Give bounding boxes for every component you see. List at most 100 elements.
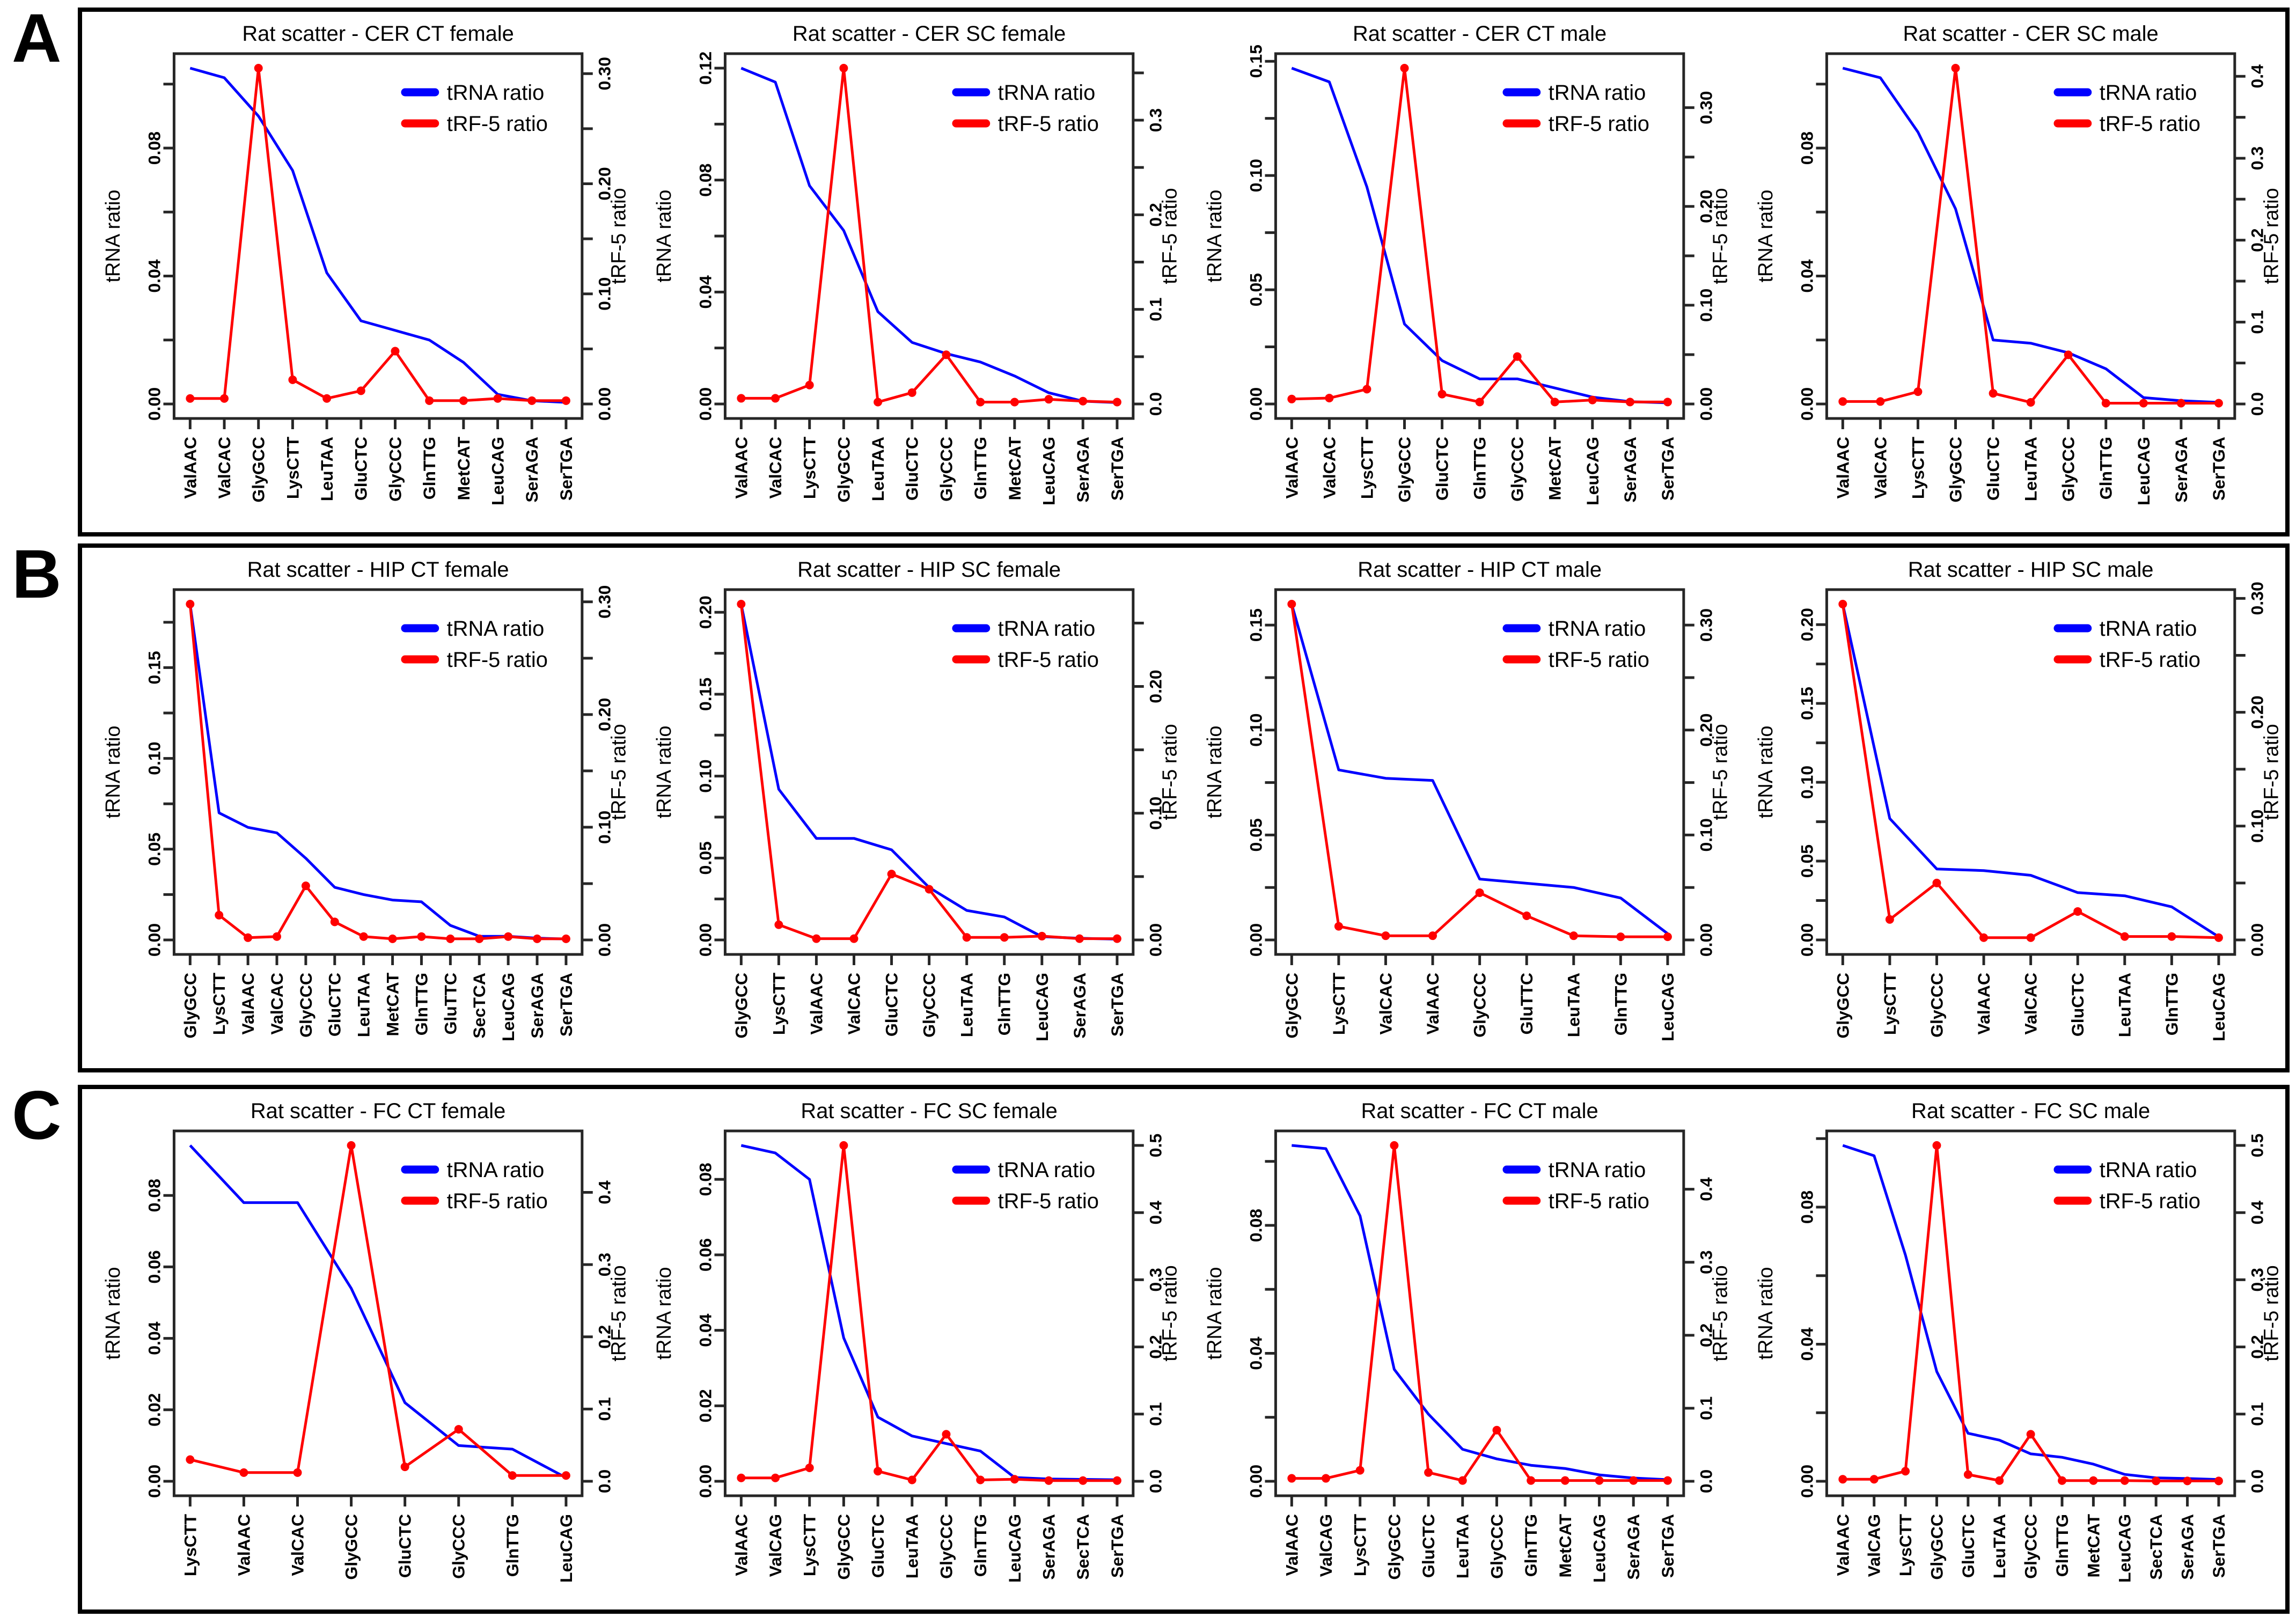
- x-tick-label: ValCAC: [267, 973, 287, 1035]
- trf5-point: [1044, 395, 1053, 404]
- trf5-series: [186, 64, 570, 405]
- x-tick-label: GlyGCC: [1384, 1514, 1404, 1580]
- left-axis-title: tRNA ratio: [652, 189, 675, 282]
- x-axis: GlyGCC LysCTT ValCAC ValAAC GlyCCC GluTTC LeuT…: [1282, 954, 1677, 1041]
- x-tick-label: LeuCAG: [1583, 437, 1602, 505]
- right-tick-label: 0.3: [595, 1253, 614, 1276]
- x-tick-label: LysCTT: [1357, 437, 1376, 499]
- right-axis-title: tRF-5 ratio: [1710, 1265, 1732, 1361]
- left-tick-label: 0.00: [695, 1465, 715, 1498]
- x-tick-label: SerTGA: [1658, 1514, 1677, 1578]
- right-tick-label: 0.0: [2247, 1469, 2266, 1493]
- legend-label: tRNA ratio: [1549, 81, 1646, 105]
- chart-title: Rat scatter - CER SC female: [792, 22, 1065, 46]
- x-tick-label: GluTTC: [441, 973, 460, 1035]
- legend-trf5: tRF-5 ratio: [1502, 1189, 1649, 1213]
- legend-trna: tRNA ratio: [2053, 1158, 2197, 1182]
- x-tick-label: MetCAT: [383, 973, 402, 1037]
- x-tick-label: GlyCCC: [2021, 1514, 2040, 1579]
- left-tick-label: 0.08: [695, 1163, 715, 1196]
- trf5-series: [1838, 1141, 2223, 1486]
- plot-border: [723, 588, 1134, 956]
- legend-trna: tRNA ratio: [1502, 1158, 1646, 1182]
- right-axis: 0.0 0.1 0.2 0.3 0.4: [582, 1180, 614, 1493]
- right-axis: 0.00 0.10 0.20: [1133, 621, 1165, 957]
- trf5-point: [1334, 922, 1343, 931]
- x-tick-label: GlnTTG: [2162, 973, 2181, 1035]
- x-tick-label: GlyCCC: [919, 973, 938, 1038]
- left-tick-label: 0.00: [145, 1465, 164, 1498]
- row-box-b: Rat scatter - HIP CT female 0.00 0.05 0.10 0…: [78, 543, 2290, 1072]
- plot-border: [1274, 52, 1685, 420]
- trf5-point: [2120, 1476, 2129, 1485]
- trf5-point: [527, 396, 537, 405]
- right-tick-label: 0.2: [1146, 203, 1165, 226]
- x-tick-label: LeuCAG: [2133, 437, 2153, 505]
- legend-label: tRNA ratio: [997, 81, 1095, 105]
- legend-trf5: tRF-5 ratio: [1502, 648, 1649, 672]
- x-axis: ValAAC ValCAC LysCTT GlyGCC LeuTAA GluCTC GlyC…: [731, 418, 1126, 505]
- right-tick-label: 0.5: [2247, 1134, 2266, 1157]
- left-axis-title: tRNA ratio: [1204, 189, 1226, 282]
- trf5-point: [1569, 931, 1578, 940]
- trf5-point: [1979, 933, 1988, 942]
- trf5-point: [1951, 64, 1960, 72]
- chart-fc-sc-male: Rat scatter - FC SC male 0.00 0.04 0.08 tRNA…: [1735, 1089, 2286, 1609]
- x-tick-label: LeuCAG: [498, 973, 518, 1041]
- trf5-point: [2183, 1476, 2192, 1486]
- left-tick-label: 0.00: [145, 923, 164, 957]
- left-tick-label: 0.04: [145, 1321, 164, 1355]
- left-tick-label: 0.20: [1797, 608, 1816, 641]
- left-axis: 0.00 0.05 0.10 0.15 0.20: [695, 596, 725, 957]
- trf5-point: [533, 934, 542, 943]
- right-tick-label: 0.3: [2247, 1268, 2266, 1291]
- x-tick-label: GlyGCC: [1833, 973, 1852, 1039]
- chart-hip-sc-male: Rat scatter - HIP SC male 0.00 0.05 0.10 0.1…: [1735, 548, 2286, 1068]
- x-tick-label: ValAAC: [731, 437, 751, 499]
- right-tick-label: 0.2: [1697, 1324, 1716, 1347]
- legend-label: tRF-5 ratio: [997, 1189, 1098, 1213]
- x-tick-label: ValCAC: [215, 437, 234, 499]
- chart-title: Rat scatter - FC CT male: [1361, 1099, 1598, 1123]
- chart-hip-sc-female: Rat scatter - HIP SC female 0.00 0.05 0.10 0…: [633, 548, 1184, 1068]
- legend: tRNA ratio tRF-5 ratio: [951, 617, 1098, 672]
- left-tick-label: 0.08: [1797, 1190, 1816, 1224]
- legend-trf5: tRF-5 ratio: [1502, 112, 1649, 136]
- trf5-point: [1629, 1476, 1638, 1485]
- trf5-point: [1838, 600, 1847, 608]
- legend-trna: tRNA ratio: [951, 1158, 1095, 1182]
- x-tick-label: LeuTAA: [1990, 1514, 2009, 1578]
- trf5-point: [504, 932, 513, 941]
- trf5-point: [1663, 1476, 1672, 1485]
- x-tick-label: GlnTTG: [1470, 437, 1490, 499]
- right-tick-label: 0.3: [1146, 108, 1165, 132]
- right-tick-label: 0.4: [595, 1180, 614, 1204]
- left-tick-label: 0.05: [1797, 844, 1816, 878]
- right-axis: 0.0 0.1 0.2 0.3 0.4: [2234, 64, 2266, 416]
- right-axis-title: tRF-5 ratio: [2260, 724, 2283, 820]
- trf5-point: [849, 934, 858, 943]
- right-tick-label: 0.30: [595, 57, 614, 90]
- trna-series: [1291, 67, 1668, 405]
- left-tick-label: 0.00: [145, 387, 164, 421]
- x-tick-label: MetCAT: [1004, 437, 1024, 501]
- x-tick-label: ValAAC: [238, 973, 258, 1035]
- x-tick-label: GluCTC: [868, 1514, 887, 1578]
- x-tick-label: LeuTAA: [354, 973, 373, 1037]
- trf5-series: [1287, 64, 1672, 407]
- left-tick-label: 0.15: [145, 651, 164, 684]
- left-tick-label: 0.08: [145, 131, 164, 165]
- trf5-point: [1078, 396, 1087, 406]
- right-axis: 0.0 0.1 0.2 0.3 0.4: [1683, 1177, 1716, 1493]
- left-axis-title: tRNA ratio: [102, 189, 124, 282]
- trf5-point: [1390, 1141, 1399, 1150]
- x-tick-label: SerTGA: [1107, 973, 1126, 1037]
- trf5-point: [771, 394, 780, 403]
- legend: tRNA ratio tRF-5 ratio: [951, 81, 1098, 136]
- trf5-series: [1838, 600, 2223, 942]
- x-tick-label: GluCTC: [1983, 437, 2002, 501]
- right-axis-title: tRF-5 ratio: [1710, 188, 1732, 284]
- trf5-point: [805, 1463, 814, 1472]
- right-tick-label: 0.10: [1697, 289, 1716, 322]
- trf5-point: [1075, 934, 1084, 943]
